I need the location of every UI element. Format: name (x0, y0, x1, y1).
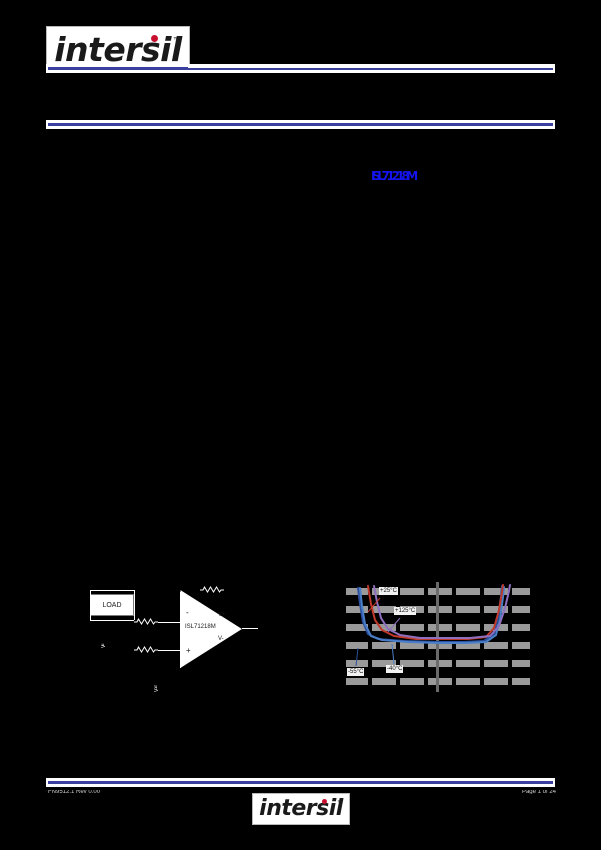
wire-load-top (90, 590, 134, 591)
intersil-logo-footer: intersil ™ (252, 793, 350, 825)
notes-text-block (46, 700, 555, 770)
footer-divider (46, 778, 555, 787)
resistor-feedback-icon (134, 618, 158, 625)
schematic-label-vin: Vᴵᴺ (101, 644, 107, 648)
performance-chart: +25°C +125°C -55°C -40°C (344, 582, 532, 710)
operational-amplifier: ISL71218M V+ V- - + (180, 590, 242, 668)
footer-logo-wordmark-text: intersil (259, 796, 343, 821)
chart-label-plus25c: +25°C (379, 587, 398, 595)
logo-wordmark: intersil ™ (54, 33, 182, 66)
wire-inverting-node (158, 622, 182, 623)
opamp-input-inverting: - (186, 608, 189, 617)
opamp-pin-vplus: V+ (218, 612, 226, 618)
chart-label-plus125c: +125°C (394, 607, 417, 615)
chart-label-minus55c: -55°C (347, 668, 365, 676)
logo-wordmark-text: intersil (54, 29, 182, 69)
features-text-block (46, 134, 346, 564)
header-divider-short (188, 66, 555, 68)
wire-opamp-output (242, 628, 258, 629)
header-divider-bottom (46, 120, 555, 129)
logo-trademark-icon: ™ (173, 36, 180, 44)
applications-text-block (356, 190, 555, 564)
resistor-gain-icon (134, 646, 158, 653)
opamp-pin-vminus: V- (218, 636, 224, 642)
footer-logo-wordmark: intersil ™ (259, 798, 343, 820)
title-text-block (46, 78, 555, 116)
chart-series-minus40 (359, 586, 505, 644)
schematic-label-vout: Vᴼᵁᵀ (154, 685, 160, 692)
chart-plot-area (346, 582, 530, 692)
wire-load-bottom (90, 620, 134, 621)
footer-page-number: Page 1 of 24 (521, 790, 556, 794)
resistor-top-icon (200, 586, 224, 593)
load-block: LOAD (90, 594, 134, 616)
header-divider-top (46, 64, 555, 73)
chart-annotation-arrows (355, 597, 401, 667)
part-number-heading: ISL71218M (371, 170, 418, 182)
opamp-triangle-icon (180, 590, 242, 668)
application-circuit-schematic: LOAD Vᴵᴺ Vᴼᵁᵀ (84, 578, 274, 698)
opamp-part-label: ISL71218M (185, 624, 216, 630)
chart-label-minus40c: -40°C (386, 665, 404, 673)
logo-red-dot-icon (150, 34, 158, 42)
wire-gain-node (158, 650, 182, 651)
opamp-input-noninverting: + (186, 646, 191, 655)
footer-logo-red-dot-icon (321, 799, 327, 804)
footer-revision-text: FN9512.1 Rev 0.00 (48, 790, 101, 794)
wire-load-left (90, 590, 91, 620)
footer-logo-trademark-icon: ™ (337, 800, 342, 806)
chart-series-plus125 (373, 584, 511, 639)
wire-load-right (134, 590, 135, 620)
